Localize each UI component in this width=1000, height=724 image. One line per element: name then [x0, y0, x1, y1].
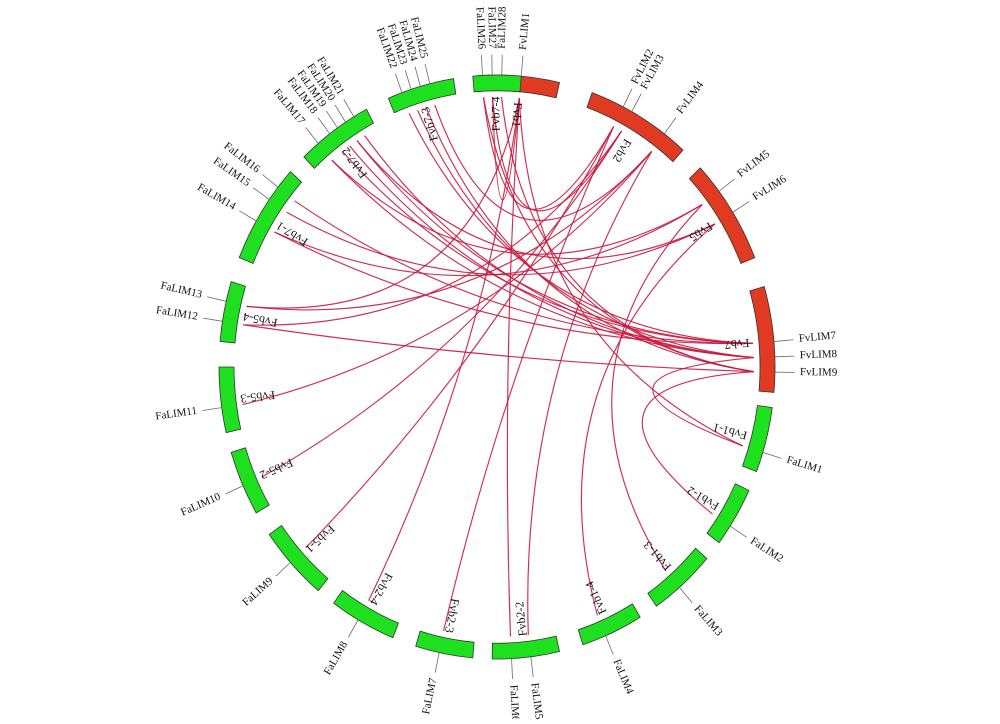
chromosome-fvb7-1	[239, 172, 301, 264]
gene-label-falim11: FaLIM11	[155, 405, 198, 423]
link-fvlim4-falim5	[528, 151, 652, 635]
gene-label-fvlim6: FvLIM6	[751, 173, 789, 203]
gene-tick-falim2	[730, 526, 746, 537]
gene-label-fvlim8: FvLIM8	[800, 348, 838, 361]
gene-label-fvlim4: FvLIM4	[674, 79, 706, 116]
gene-tick-falim6	[512, 659, 513, 679]
gene-tick-falim7	[435, 653, 439, 673]
chromosome-label-fvb1-2: Fvb1-2	[684, 484, 721, 514]
gene-label-fvlim7: FvLIM7	[798, 330, 837, 345]
gene-tick-fvlim6	[733, 201, 750, 212]
gene-label-falim14: FaLIM14	[195, 181, 238, 213]
gene-label-falim10: FaLIM10	[179, 490, 223, 518]
chromosome-label-fvb5: Fvb5	[687, 220, 715, 245]
chromosome-label-fvb5-2: Fvb5-2	[258, 456, 295, 483]
gene-tick-falim14	[239, 211, 256, 221]
gene-tick-fvlim2	[623, 89, 632, 107]
gene-tick-falim10	[225, 486, 243, 494]
gene-tick-falim25	[425, 64, 430, 84]
chromosome-fvb2-4	[334, 590, 399, 637]
link-fvlim4-falim11	[243, 151, 652, 404]
gene-tick-falim18	[318, 117, 330, 133]
chromosome-label-fvb2-4: Fvb2-4	[367, 570, 396, 607]
gene-tick-falim24	[415, 67, 420, 87]
gene-tick-falim1	[763, 452, 782, 458]
chromosome-label-fvb7-4: Fvb7-4	[489, 97, 503, 132]
gene-label-fvlim9: FvLIM9	[800, 366, 838, 379]
gene-label-falim1: FaLIM1	[785, 454, 824, 476]
chromosome-label-fvb1-1: Fvb1-1	[711, 420, 748, 442]
chromosome-fvb5	[689, 168, 754, 264]
gene-tick-falim23	[405, 70, 411, 89]
gene-tick-falim13	[207, 297, 226, 302]
gene-tick-falim17	[306, 128, 319, 144]
gene-tick-falim3	[679, 587, 692, 602]
chromosome-label-fvb5-3: Fvb5-3	[240, 388, 276, 406]
gene-tick-falim20	[335, 105, 346, 122]
link-fvlim6-falim20	[357, 141, 715, 259]
collinearity-links	[243, 97, 754, 636]
gene-tick-falim16	[263, 175, 278, 188]
gene-tick-fvlim7	[774, 340, 793, 342]
chromosome-label-fvb1-3: Fvb1-3	[641, 538, 675, 573]
chromosome-fvb2-3	[416, 631, 474, 658]
gene-tick-falim11	[202, 408, 221, 411]
gene-tick-falim19	[326, 111, 337, 128]
gene-tick-falim22	[395, 73, 402, 92]
chromosome-fvb7-4	[473, 75, 521, 92]
gene-label-falim6: FaLIM6	[507, 685, 521, 719]
chromosome-label-fvb2-2: Fvb2-2	[512, 601, 530, 637]
link-fvlim9-falim26	[484, 97, 754, 371]
gene-label-falim7: FaLIM7	[420, 676, 439, 715]
link-fvlim9-falim24	[426, 108, 754, 372]
chromosome-label-fvb5-4: Fvb5-4	[242, 310, 279, 330]
gene-label-falim2: FaLIM2	[748, 535, 785, 565]
gene-tick-falim21	[344, 99, 354, 117]
chromosome-label-fvb1: Fvb1	[509, 102, 525, 128]
gene-tick-fvlim4	[664, 117, 676, 133]
gene-tick-falim15	[253, 188, 269, 200]
gene-tick-falim8	[348, 620, 358, 638]
gene-tick-fvlim8	[775, 356, 794, 357]
chromosome-label-fvb2: Fvb2	[610, 136, 635, 164]
gene-tick-falim12	[203, 318, 222, 321]
chromosome-fvb5-3	[219, 367, 241, 433]
link-fvlim6-falim15	[286, 212, 714, 275]
chromosome-fvb2-2	[492, 636, 559, 659]
gene-label-falim3: FaLIM3	[692, 603, 725, 639]
chromosome-label-fvb5-1: Fvb5-1	[303, 522, 338, 556]
chromosome-label-fvb7: Fvb7	[724, 336, 750, 352]
gene-label-falim8: FaLIM8	[322, 639, 351, 677]
gene-label-fvlim5: FvLIM5	[735, 148, 772, 180]
link-fvlim8-falim21	[365, 136, 754, 358]
gene-label-falim13: FaLIM13	[159, 280, 203, 301]
gene-label-falim28: FaLIM28	[496, 6, 509, 49]
chromosome-label-fvb1-4: Fvb1-4	[582, 579, 609, 616]
gene-label-falim26: FaLIM26	[473, 7, 487, 50]
gene-tick-fvlim3	[632, 94, 641, 112]
gene-tick-falim5	[531, 657, 533, 677]
chromosome-label-fvb2-3: Fvb2-3	[442, 597, 462, 634]
gene-tick-falim9	[276, 562, 290, 576]
chromosome-fvb7	[750, 287, 775, 393]
chromosome-label-fvb7-1: Fvb7-1	[274, 219, 311, 249]
gene-label-falim9: FaLIM9	[240, 575, 276, 609]
gene-label-fvlim1: FvLIM1	[517, 12, 532, 50]
link-fvlim9-falim28	[501, 97, 753, 372]
gene-label-falim12: FaLIM12	[155, 304, 199, 322]
chromosome-fvb1-4	[578, 604, 640, 645]
gene-tick-fvlim5	[719, 179, 735, 191]
gene-tick-fvlim1	[521, 56, 523, 76]
gene-tick-falim26	[481, 55, 482, 75]
gene-label-falim5: FaLIM5	[528, 682, 544, 719]
chromosome-fvb5-4	[220, 282, 245, 343]
gene-label-falim4: FaLIM4	[610, 657, 636, 696]
gene-tick-falim4	[606, 636, 614, 655]
link-fvlim5-falim3	[612, 205, 703, 571]
